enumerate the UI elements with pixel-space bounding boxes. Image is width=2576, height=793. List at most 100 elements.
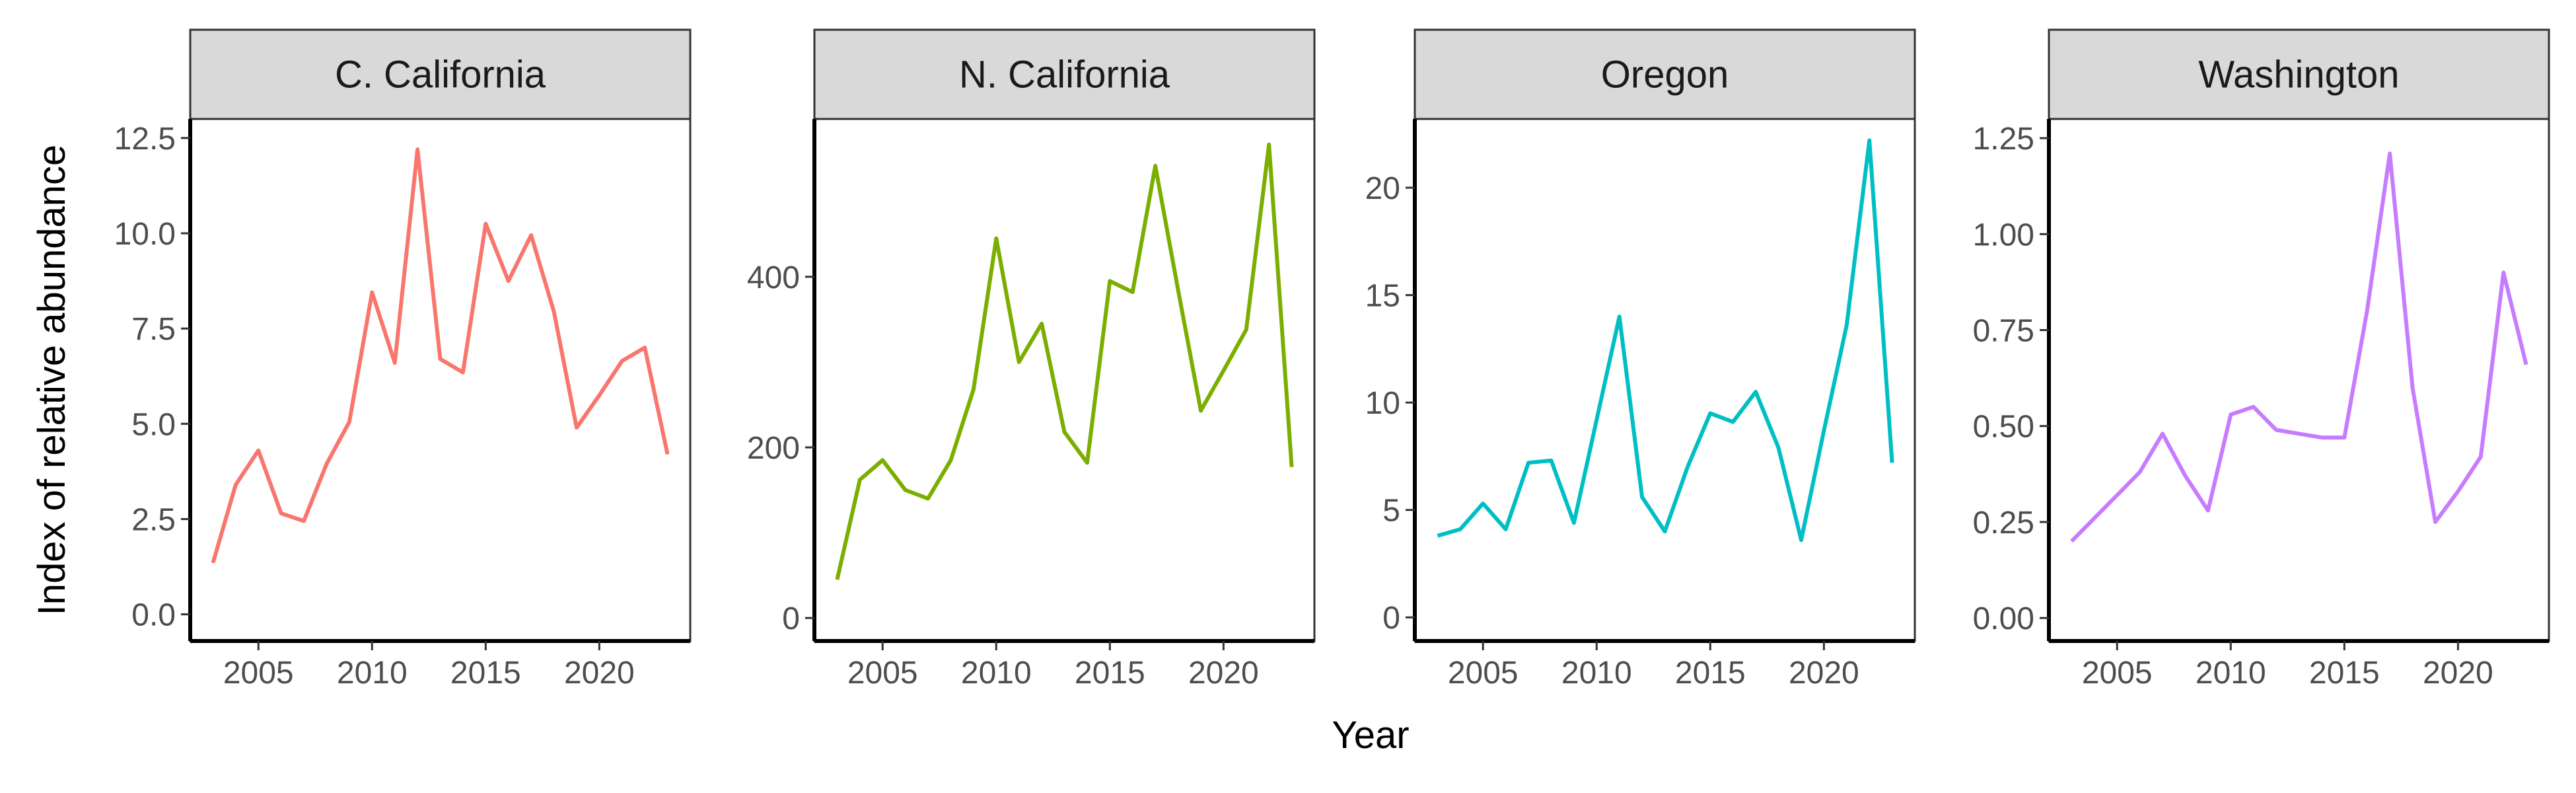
facet-panel: Oregon 0 5 10 15 20 2005 2010 2015 2020 [1365, 28, 1916, 691]
data-point [529, 233, 533, 237]
data-point [1640, 495, 1644, 499]
y-tick-label: 0.0 [131, 598, 176, 633]
data-point [1754, 390, 1758, 394]
facet-strip-label: C. California [335, 54, 546, 96]
data-point [1108, 279, 1112, 283]
data-point [1085, 461, 1089, 465]
data-point [1131, 290, 1135, 294]
data-point [1063, 430, 1067, 434]
facet-strip-label: Washington [2198, 54, 2399, 96]
data-point [2388, 151, 2392, 155]
data-point [2161, 432, 2165, 435]
data-point [507, 279, 511, 283]
data-point [1549, 459, 1553, 463]
data-point [302, 519, 306, 523]
facet-strip [1413, 28, 1916, 120]
x-tick-label: 2005 [1448, 656, 1519, 691]
facet-panel: N. California 0 200 400 2005 2010 2015 2020 [747, 28, 1316, 691]
data-point [1526, 461, 1530, 465]
y-tick-label: 200 [747, 431, 800, 466]
data-point [2252, 405, 2256, 409]
data-point [880, 458, 884, 462]
data-point [597, 393, 601, 397]
data-point [2524, 363, 2528, 367]
series-line [211, 147, 670, 564]
data-point [2479, 455, 2483, 459]
data-point [461, 370, 465, 374]
x-tick-label: 2020 [1188, 656, 1259, 691]
x-tick-label: 2010 [1561, 656, 1632, 691]
data-point [2093, 516, 2096, 520]
data-point [347, 420, 351, 424]
data-point [858, 478, 862, 482]
plot-panel-border [813, 118, 1316, 642]
data-point [620, 359, 624, 363]
facet-strip [2048, 28, 2550, 120]
data-point [1572, 521, 1576, 525]
y-tick-label: 0 [782, 601, 800, 636]
data-point [2115, 493, 2119, 497]
x-tick-label: 2015 [1675, 656, 1746, 691]
data-point [1867, 139, 1871, 143]
data-point [1221, 369, 1225, 373]
y-tick-label: 0.50 [1973, 410, 2034, 445]
data-point [234, 483, 238, 487]
x-tick-label: 2010 [961, 656, 1032, 691]
data-point [1017, 360, 1021, 364]
plot-panel-border [2048, 118, 2550, 642]
data-point [1799, 538, 1803, 542]
y-axis-title: Index of relative abundance [30, 145, 73, 616]
y-tick-label: 0.00 [1973, 601, 2034, 636]
y-tick-label: 400 [747, 260, 800, 295]
data-point [2183, 474, 2187, 478]
data-point [1618, 315, 1622, 319]
y-tick-label: 10 [1365, 386, 1400, 421]
data-point [2501, 270, 2505, 274]
data-point [324, 462, 328, 466]
data-point [1040, 322, 1044, 326]
x-tick-label: 2020 [564, 656, 635, 691]
data-point [1290, 465, 1294, 469]
data-point [1435, 534, 1439, 538]
data-point [415, 147, 419, 151]
data-point [643, 346, 647, 350]
y-tick-label: 0 [1382, 601, 1400, 636]
x-axis-title: Year [1332, 714, 1409, 757]
data-point [1822, 428, 1826, 432]
x-tick-label: 2010 [2196, 656, 2266, 691]
data-point [575, 426, 579, 430]
data-point [926, 496, 930, 500]
y-tick-label: 1.25 [1973, 122, 2034, 157]
data-point [370, 290, 374, 294]
data-point [972, 387, 976, 391]
data-point [552, 309, 556, 313]
data-point [2433, 520, 2437, 524]
y-tick-label: 15 [1365, 279, 1400, 314]
data-point [2411, 386, 2415, 390]
data-point [1267, 143, 1271, 147]
series-line [1437, 138, 1894, 543]
data-point [1686, 465, 1690, 469]
data-point [1708, 411, 1712, 415]
data-point [1481, 502, 1485, 506]
plot-panel-border [189, 118, 692, 642]
data-point [948, 458, 952, 462]
facet-strip-label: Oregon [1601, 54, 1729, 96]
x-tick-label: 2005 [847, 656, 918, 691]
facet-strip-label: N. California [959, 54, 1170, 96]
y-tick-label: 0.25 [1973, 506, 2034, 541]
y-tick-label: 1.00 [1973, 217, 2034, 252]
data-point [256, 449, 260, 453]
data-point [835, 578, 839, 582]
data-point [1458, 527, 1462, 531]
data-point [1890, 461, 1894, 465]
y-tick-label: 5 [1382, 494, 1400, 529]
x-tick-label: 2020 [1789, 656, 1859, 691]
data-point [2138, 470, 2142, 474]
data-point [439, 357, 443, 361]
y-tick-label: 10.0 [114, 217, 176, 252]
facet-panel: C. California 0.0 2.5 5.0 7.5 10.0 12.5 2005 201… [114, 28, 692, 691]
y-tick-label: 20 [1365, 171, 1400, 206]
data-point [994, 237, 998, 241]
